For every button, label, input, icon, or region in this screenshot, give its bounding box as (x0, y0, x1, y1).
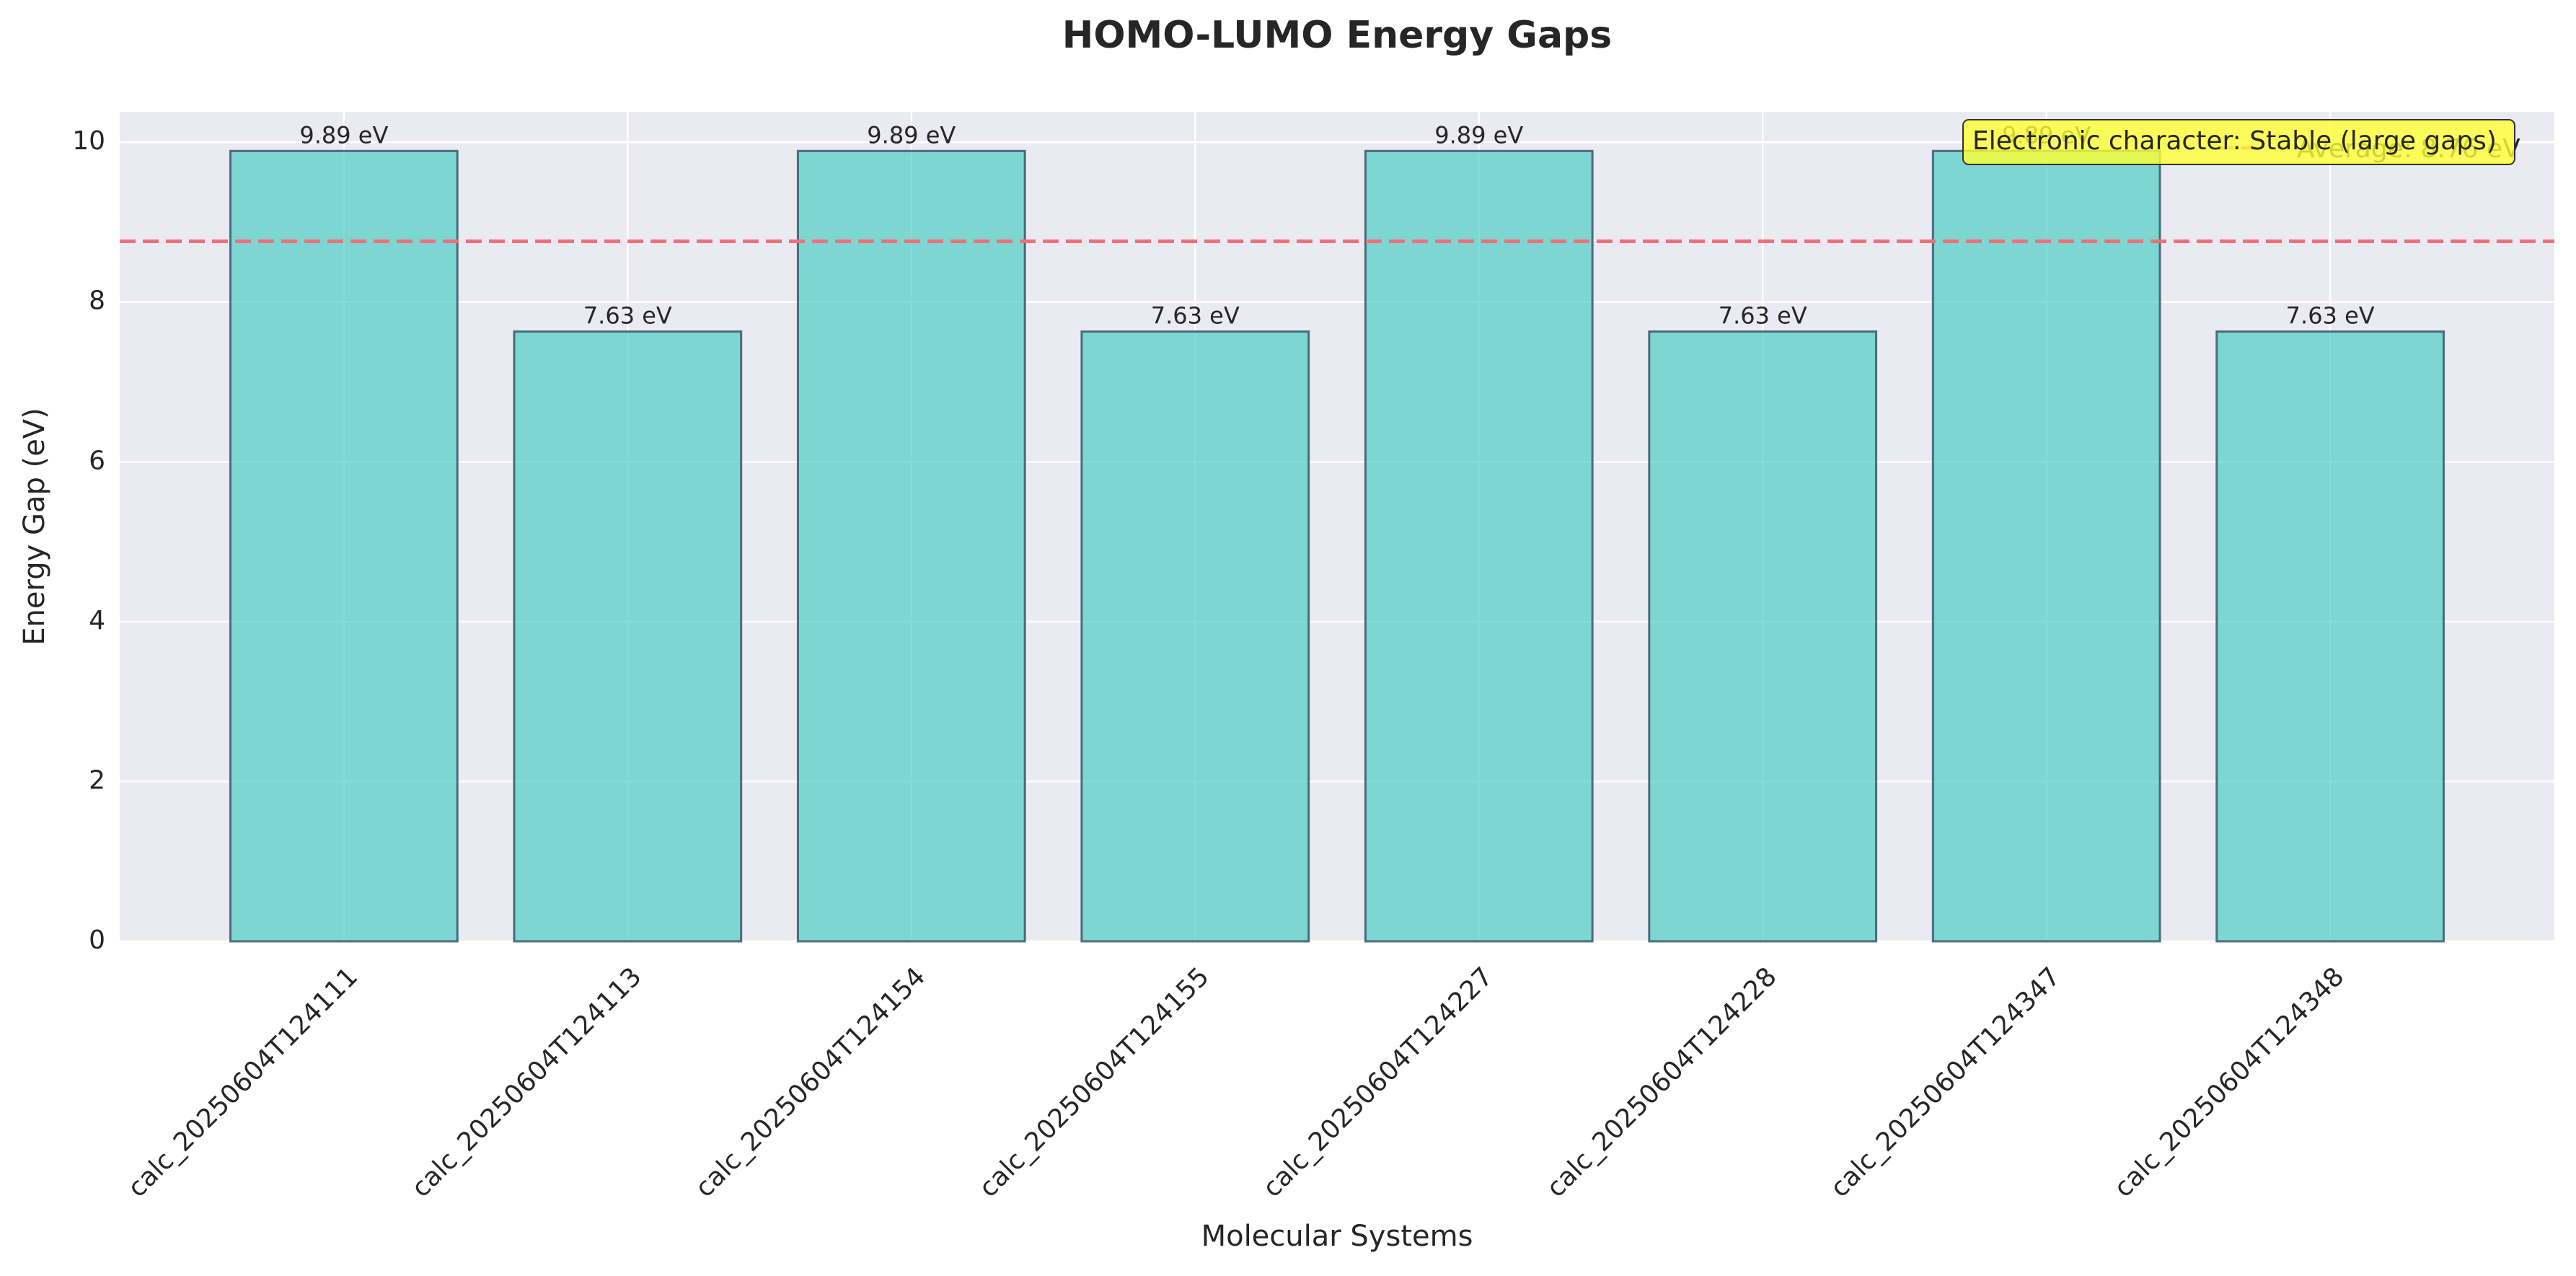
value-label: 7.63 eV (2286, 302, 2375, 330)
y-tick-label: 0 (89, 925, 105, 955)
annotation: Electronic character: Stable (large gaps… (1972, 126, 2497, 156)
bar (2215, 330, 2445, 943)
bar (1648, 330, 1878, 943)
value-label: 7.63 eV (1719, 302, 1807, 330)
value-label: 9.89 eV (867, 121, 956, 149)
y-tick-label: 8 (89, 286, 105, 316)
value-label: 9.89 eV (299, 121, 388, 149)
plot-area (120, 112, 2554, 941)
bar (1080, 330, 1310, 943)
bar (796, 149, 1026, 943)
bar (513, 330, 743, 943)
y-tick-label: 4 (89, 606, 105, 635)
annotation-box (1962, 119, 2515, 165)
y-axis-label: Energy Gap (eV) (18, 408, 51, 646)
x-axis-label: Molecular Systems (1201, 1220, 1473, 1253)
y-tick-label: 6 (89, 446, 105, 475)
bar (229, 149, 459, 943)
y-tick-label: 2 (89, 765, 105, 795)
bar (1364, 149, 1594, 943)
chart-title: HOMO-LUMO Energy Gaps (1062, 14, 1612, 57)
y-tick-label: 10 (72, 126, 105, 156)
value-label: 7.63 eV (583, 302, 672, 330)
value-label: 7.63 eV (1151, 302, 1240, 330)
value-label: 9.89 eV (1434, 121, 1523, 149)
bar (1931, 149, 2161, 943)
